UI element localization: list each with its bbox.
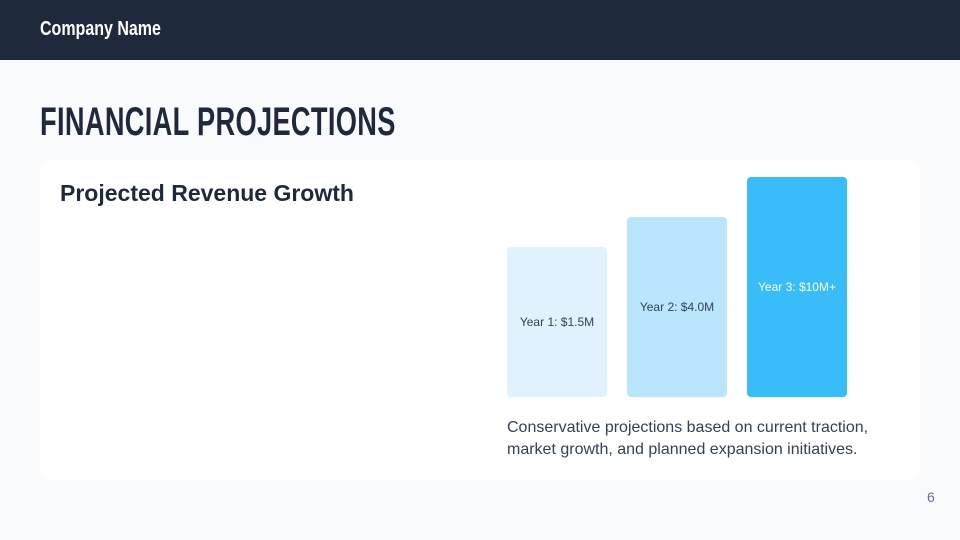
description: Conservative projections based on curren… [507, 419, 869, 458]
company-name: Company Name [40, 18, 161, 40]
card-title: Projected Revenue Growth [60, 180, 354, 206]
bar-label: Year 1: $1.5M [519, 315, 595, 329]
bar: Year 3: $10M+ [747, 177, 847, 397]
bar-label: Year 2: $4.0M [639, 300, 715, 314]
page-number: 6 [927, 489, 935, 505]
bar: Year 1: $1.5M [507, 247, 607, 397]
header-bar: Company Name [0, 0, 960, 60]
bar-label: Year 3: $10M+ [758, 280, 836, 294]
bar: Year 2: $4.0M [627, 217, 727, 397]
card: Projected Revenue Growth Year 1: $1.5M Y… [40, 160, 920, 480]
slide-title: FINANCIAL PROJECTIONS [40, 100, 396, 144]
